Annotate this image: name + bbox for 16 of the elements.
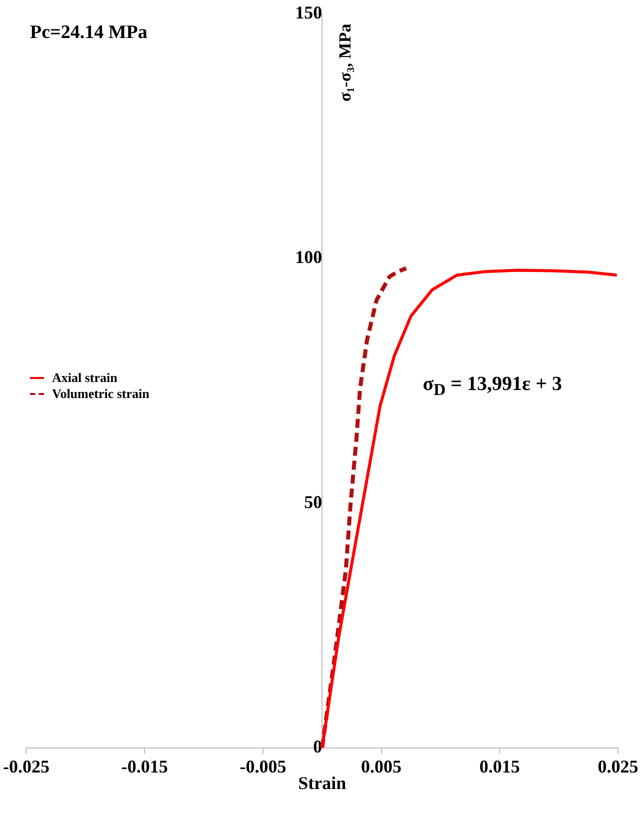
x-tick-label: 0.025	[598, 756, 638, 776]
y-tick-label: 100	[295, 247, 322, 268]
y-tick-label: 150	[295, 2, 322, 22]
line-series	[320, 266, 408, 748]
x-tick-label: 0.005	[361, 756, 402, 776]
x-tick-label: 0.015	[479, 756, 520, 776]
y-axis-title: σ₁-σ₃, MPa	[336, 23, 355, 102]
annotation: Pc=24.14 MPa	[30, 22, 148, 44]
legend-label: Volumetric strain	[52, 386, 150, 402]
x-tick-label: -0.005	[240, 756, 286, 776]
legend-label: Axial strain	[52, 370, 118, 386]
x-axis-title: Strain	[298, 772, 346, 793]
y-tick-label: 50	[304, 492, 322, 512]
x-tick-label: -0.015	[121, 756, 168, 776]
annotation: σ$_{D}$ = 13,991ε + 3	[422, 373, 562, 400]
x-tick-label: -0.025	[2, 756, 50, 776]
